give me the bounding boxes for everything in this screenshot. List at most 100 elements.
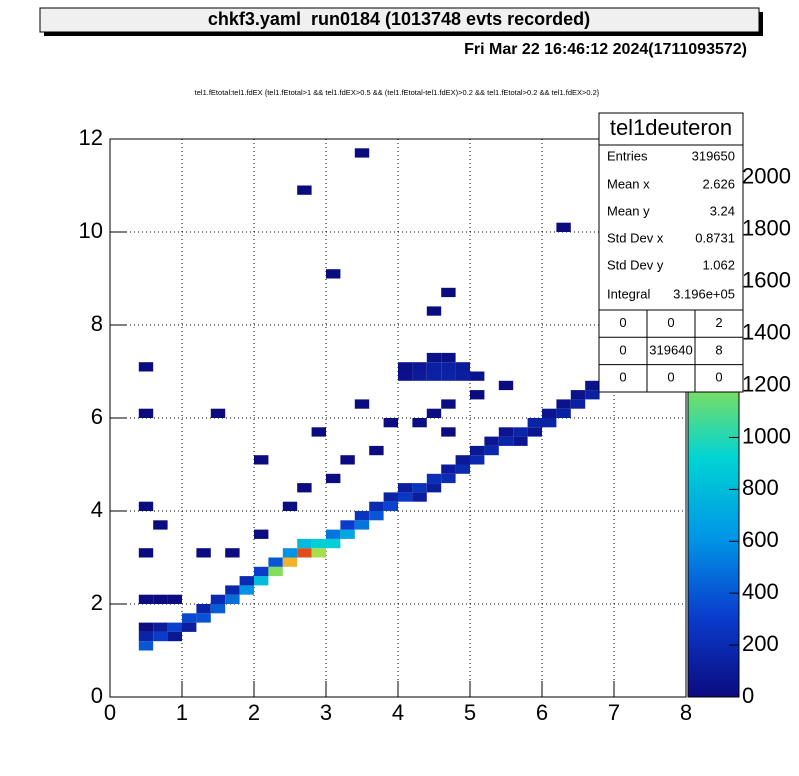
stats-grid-value: 0: [619, 315, 626, 330]
title-box: [39, 7, 760, 33]
date: Fri Mar 22 16:46:12 2024(1711093572): [464, 41, 747, 58]
cell: [297, 538, 312, 549]
cell: [498, 380, 514, 391]
cell: [570, 399, 586, 409]
cell: [398, 371, 413, 381]
cell: [354, 511, 370, 521]
cell: [369, 511, 384, 521]
cell: [369, 445, 384, 456]
cell: [297, 483, 312, 493]
cell: [354, 399, 370, 409]
cell: [513, 427, 528, 437]
cell: [383, 501, 398, 511]
cell: [412, 492, 427, 502]
y-tick-label: 10: [79, 218, 103, 243]
cell: [196, 548, 211, 558]
cell: [153, 594, 168, 604]
cell: [426, 352, 442, 363]
cell: [441, 371, 456, 381]
cell: [426, 371, 442, 381]
x-tick-label: 1: [176, 700, 188, 725]
cell: [426, 483, 442, 493]
cell: [297, 548, 312, 558]
cell: [196, 613, 211, 623]
cell: [225, 585, 240, 595]
cell: [138, 548, 154, 558]
x-tick-label: 8: [680, 700, 692, 725]
cell: [182, 622, 197, 632]
cell: [254, 455, 269, 465]
chart-title: chkf3.yaml run0184 (1013748 evts recorde…: [208, 9, 590, 29]
cell: [225, 548, 240, 558]
cell: [542, 408, 557, 418]
stats-grid-value: 0: [619, 342, 626, 357]
cell: [167, 622, 182, 632]
cell: [383, 418, 398, 428]
stats-grid-value: 0: [667, 370, 674, 385]
cell: [326, 529, 341, 539]
stats-grid-value: 319640: [649, 342, 692, 357]
cell: [441, 287, 456, 298]
cell: [153, 622, 168, 632]
cell: [340, 529, 355, 539]
z-tick-label: 2000: [742, 164, 791, 189]
cell: [556, 399, 571, 409]
cell: [326, 473, 341, 484]
cell: [383, 492, 398, 502]
cell: [239, 576, 254, 586]
cell: [167, 594, 182, 604]
cell: [138, 501, 154, 511]
cell: [398, 492, 413, 502]
z-tick-label: 1600: [742, 268, 791, 293]
y-tick-label: 0: [91, 683, 103, 708]
x-tick-label: 4: [392, 700, 404, 725]
stats-label: Std Dev x: [607, 230, 664, 245]
x-tick-label: 7: [608, 700, 620, 725]
x-tick-label: 6: [536, 700, 548, 725]
cell: [282, 548, 298, 558]
x-tick-label: 3: [320, 700, 332, 725]
cell: [182, 613, 197, 623]
cell: [138, 594, 154, 604]
cell: [513, 436, 528, 446]
cell: [311, 548, 326, 558]
z-tick-label: 400: [742, 579, 779, 604]
cell: [268, 557, 283, 567]
subtitle: tel1.fEtotal:tel1.fdEX {tel1.fEtotal>1 &…: [195, 88, 600, 97]
cell: [196, 604, 211, 614]
cell: [470, 445, 485, 456]
stats-grid-value: 0: [619, 370, 626, 385]
cell: [426, 473, 442, 484]
stats-value: 0.8731: [695, 230, 735, 245]
cell: [239, 585, 254, 595]
y-tick-label: 12: [79, 125, 103, 150]
cell: [369, 501, 384, 511]
cell: [311, 538, 326, 549]
cell: [311, 427, 326, 437]
cell: [484, 445, 499, 456]
stats-value: 3.196e+05: [673, 286, 735, 301]
z-tick-label: 800: [742, 475, 779, 500]
cell: [297, 185, 312, 195]
x-tick-label: 2: [248, 700, 260, 725]
z-tick-label: 1800: [742, 216, 791, 241]
y-tick-label: 2: [91, 590, 103, 615]
z-tick-label: 1200: [742, 371, 791, 396]
cell: [254, 576, 269, 586]
cell: [138, 631, 154, 642]
z-tick-label: 600: [742, 527, 779, 552]
cell: [138, 408, 154, 418]
cell: [455, 464, 470, 474]
cell: [340, 520, 355, 530]
cell: [455, 362, 470, 372]
cell: [527, 427, 542, 437]
cell: [210, 604, 226, 614]
cell: [470, 455, 485, 465]
stats-grid-value: 8: [715, 342, 722, 357]
cell: [398, 483, 413, 493]
z-tick-label: 200: [742, 631, 779, 656]
cell: [254, 566, 269, 577]
y-tick-label: 8: [91, 311, 103, 336]
cell: [412, 362, 427, 372]
